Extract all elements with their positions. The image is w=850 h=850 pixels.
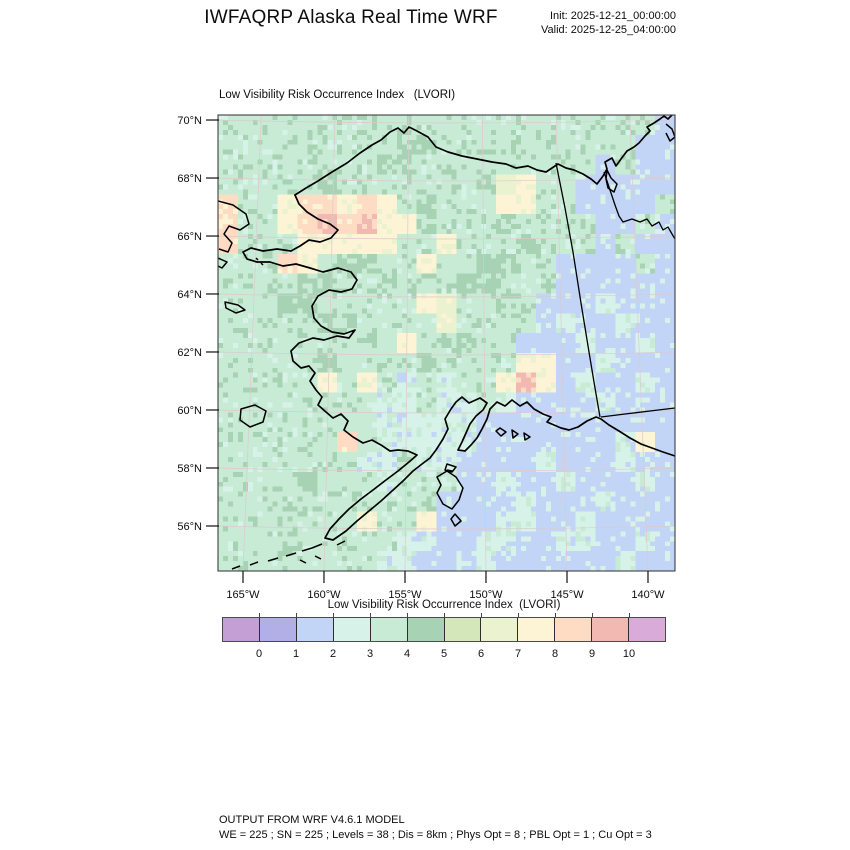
run-info: Init: 2025-12-21_00:00:00 Valid: 2025-12… (541, 9, 676, 37)
map-plot: 70°N 68°N 66°N 64°N 62°N 60°N 58°N 56°N 165°W 160… (177, 114, 676, 601)
axis-ticks-and-labels: 70°N 68°N 66°N 64°N 62°N 60°N 58°N 56°N 165°W 160… (177, 115, 665, 601)
colorbar-segment (370, 618, 408, 641)
lat-tick-label: 58°N (177, 463, 202, 475)
colorbar-tick (629, 613, 630, 617)
lon-tick-label: 155°W (388, 589, 422, 601)
colorbar-tick-label: 3 (366, 648, 374, 660)
alaska-yukon-border (555, 162, 601, 418)
alaska-bc-border (600, 407, 675, 418)
lat-tick-label: 60°N (177, 405, 202, 417)
colorbar-tick (444, 613, 445, 617)
political-borders (555, 162, 675, 418)
colorbar-title: Low Visibility Risk Occurrence Index (LV… (327, 599, 561, 611)
colorbar-segment (592, 618, 630, 641)
colorbar-segment (407, 618, 445, 641)
lat-tick-label: 62°N (177, 347, 202, 359)
yukon-nwt-border (603, 171, 675, 240)
colorbar-tick-label: 10 (622, 648, 636, 660)
footer-config-line: WE = 225 ; SN = 225 ; Levels = 38 ; Dis … (219, 828, 652, 841)
colorbar-segment (629, 618, 666, 641)
footer-notes: OUTPUT FROM WRF V4.6.1 MODEL WE = 225 ; … (219, 813, 652, 842)
lat-tick-label: 68°N (177, 173, 202, 185)
colorbar-segment (259, 618, 297, 641)
colorbar-segment (555, 618, 593, 641)
page-title: IWFAQRP Alaska Real Time WRF (204, 7, 498, 28)
lat-tick-label: 70°N (177, 115, 202, 127)
lon-tick-label: 165°W (226, 589, 260, 601)
map-subtitle: Low Visibility Risk Occurrence Index (LV… (219, 89, 456, 101)
kodiak-island (436, 463, 464, 527)
aleutian-islands (231, 469, 453, 570)
colorbar-tick (333, 613, 334, 617)
colorbar-segment (518, 618, 556, 641)
colorbar-tick (296, 613, 297, 617)
footer-model-line: OUTPUT FROM WRF V4.6.1 MODEL (219, 814, 405, 826)
colorbar-segment (333, 618, 371, 641)
colorbar-tick-label: 1 (292, 648, 300, 660)
prince-william-sound-islands (495, 427, 531, 441)
colorbar-tick-label: 2 (329, 648, 337, 660)
colorbar-tick (259, 613, 260, 617)
lat-tick-label: 66°N (177, 231, 202, 243)
lon-tick-label: 140°W (631, 589, 665, 601)
colorbar-tick (592, 613, 593, 617)
init-time-label: Init: 2025-12-21_00:00:00 (550, 10, 676, 22)
colorbar-tick-label: 7 (514, 648, 522, 660)
st-lawrence-island (224, 301, 246, 314)
colorbar-tick-label: 0 (255, 648, 263, 660)
lon-tick-label: 160°W (307, 589, 341, 601)
colorbar-tick (555, 613, 556, 617)
colorbar-segment (223, 618, 260, 641)
colorbar-tick (370, 613, 371, 617)
colorbar-tick (481, 613, 482, 617)
nunivak-island (239, 404, 267, 428)
colorbar-tick-label: 8 (551, 648, 559, 660)
colorbar-tick (518, 613, 519, 617)
lon-tick-label: 145°W (550, 589, 584, 601)
colorbar-tick-label: 4 (403, 648, 411, 660)
colorbar: 0 1 2 3 4 5 6 7 8 9 10 (222, 613, 666, 660)
lon-tick-label: 150°W (469, 589, 503, 601)
colorbar-tick-label: 6 (477, 648, 485, 660)
north-coastline (294, 115, 674, 196)
lat-tick-label: 56°N (177, 521, 202, 533)
plot-frame (217, 114, 676, 572)
colorbar-tick (407, 613, 408, 617)
alaska-coastline (218, 115, 675, 570)
lvori-raster (218, 115, 675, 571)
lat-tick-label: 64°N (177, 289, 202, 301)
colorbar-tick-label: 5 (440, 648, 448, 660)
colorbar-segment (296, 618, 334, 641)
west-south-coastline (242, 194, 675, 541)
colorbar-segments (222, 617, 666, 642)
diomede-islands (255, 257, 264, 266)
valid-time-label: Valid: 2025-12-25_04:00:00 (541, 24, 676, 36)
colorbar-tick-label: 9 (588, 648, 596, 660)
colorbar-segment (444, 618, 482, 641)
colorbar-segment (481, 618, 519, 641)
chukotka-coastline (218, 200, 250, 269)
